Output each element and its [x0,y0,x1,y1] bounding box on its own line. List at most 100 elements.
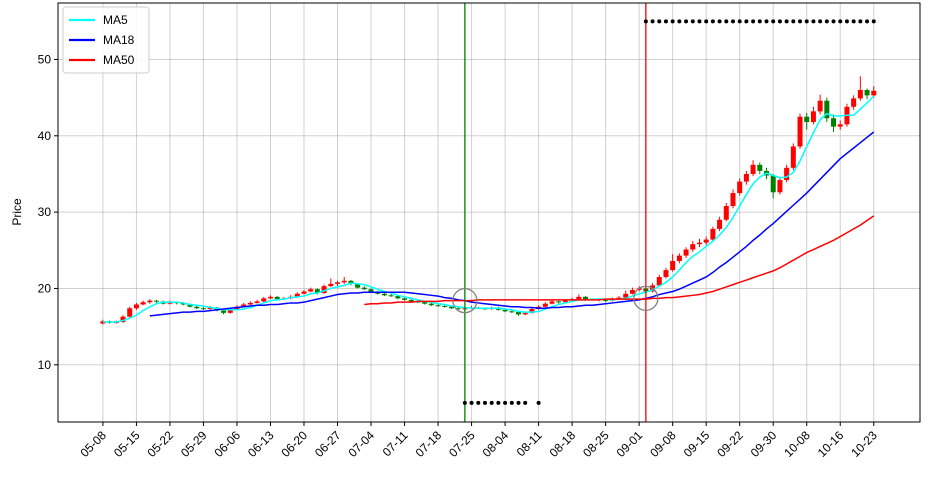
signal-marker [670,19,675,24]
signal-marker [482,400,487,405]
crossover-circle [452,288,478,314]
y-tick-label: 10 [38,358,52,372]
candle-body [790,146,796,168]
signal-marker [751,19,756,24]
signal-marker [663,19,668,24]
candle-body [361,287,367,290]
candle-body [696,242,702,245]
candle-body [422,302,428,304]
candle-body [562,300,568,303]
signal-marker [677,19,682,24]
candle-body [529,309,535,313]
candle-body [120,316,126,323]
y-tick-label: 50 [38,52,52,66]
signal-marker [858,19,863,24]
signal-marker [851,19,856,24]
candle-body [207,307,213,310]
candle-body [328,283,334,287]
candle-body [831,118,837,127]
candle-body [314,289,320,294]
signal-marker [824,19,829,24]
candle-body [683,249,689,256]
signal-marker [777,19,782,24]
signal-marker [717,19,722,24]
signal-marker [757,19,762,24]
signal-marker [496,400,501,405]
candle-body [797,116,803,147]
candle-body [308,289,314,292]
signal-marker [657,19,662,24]
candle-body [616,297,622,300]
signal-marker [838,19,843,24]
candle-body [730,193,736,207]
candle-body [502,309,508,312]
candle-body [676,255,682,261]
candle-body [717,219,723,229]
candle-body [784,167,790,181]
candle-body [154,300,160,302]
signal-marker [462,400,467,405]
legend: MA5 MA18 MA50 [62,6,150,74]
candle-body [522,312,528,315]
candle-body [294,293,300,297]
crossover-circle [633,285,659,312]
candle-body [241,304,247,307]
candle-body [408,299,414,302]
signal-marker [844,19,849,24]
candle-body [871,90,877,96]
signal-marker [791,19,796,24]
candle-body [542,303,548,307]
signal-marker [697,19,702,24]
signal-marker [684,19,689,24]
signal-marker [764,19,769,24]
candle-body [757,164,763,171]
candle-body [663,270,669,277]
candle-body [837,124,843,127]
signal-marker [811,19,816,24]
candle-body [455,308,461,310]
candle-body [368,289,374,292]
candle-body [221,310,227,313]
candle-body [435,305,441,307]
signal-marker [865,19,870,24]
candle-body [261,298,267,302]
candle-body [167,302,173,304]
legend-label: MA5 [103,13,128,27]
signal-marker [690,19,695,24]
candle-body [737,181,743,194]
candle-body [623,293,629,298]
signal-marker [804,19,809,24]
candle-body [227,309,233,313]
candle-body [448,306,454,309]
y-tick-label: 40 [38,129,52,143]
candle-body [321,286,327,294]
candle-body [147,300,153,303]
candle-body [301,291,307,294]
candle-body [864,90,870,96]
signal-marker [503,400,508,405]
signal-marker [516,400,521,405]
candle-body [200,308,206,310]
signal-marker [871,19,876,24]
legend-label: MA18 [103,33,135,47]
y-axis-label: Price [10,198,24,226]
signal-marker [771,19,776,24]
candle-body [576,296,582,300]
signal-marker [818,19,823,24]
candle-body [274,296,280,300]
signal-marker [650,19,655,24]
signal-marker [509,400,514,405]
candle-body [743,173,749,182]
plot-frame [57,2,921,423]
ma-line [364,215,875,306]
candle-body [194,306,200,309]
signal-marker [489,400,494,405]
candle-body [770,175,776,193]
y-tick-label: 30 [38,205,52,219]
candle-body [851,98,857,107]
y-tick-label: 20 [38,281,52,295]
candle-body [381,293,387,296]
signal-marker [643,19,648,24]
